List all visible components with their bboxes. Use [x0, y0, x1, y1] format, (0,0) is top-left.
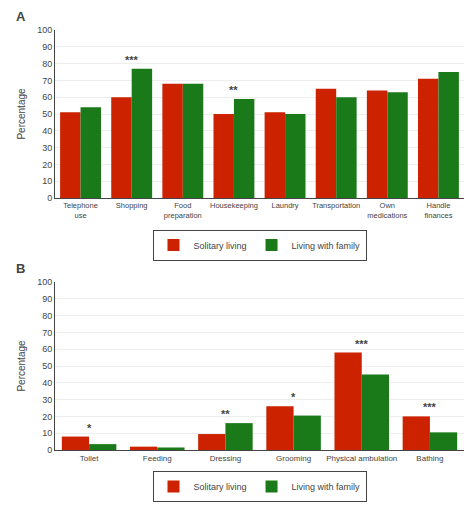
svg-text:Transportation: Transportation: [312, 201, 360, 210]
svg-text:*: *: [291, 391, 296, 403]
svg-text:Living with family: Living with family: [292, 241, 361, 251]
svg-text:*: *: [87, 422, 92, 434]
svg-text:Grooming: Grooming: [276, 454, 311, 463]
svg-text:Telephoneuse: Telephoneuse: [63, 201, 98, 220]
svg-text:***: ***: [125, 54, 139, 66]
svg-text:10: 10: [42, 428, 52, 438]
svg-text:A: A: [16, 9, 26, 24]
svg-text:Solitary living: Solitary living: [194, 482, 247, 492]
svg-text:20: 20: [42, 160, 52, 170]
svg-text:Laundry: Laundry: [272, 201, 299, 210]
svg-text:80: 80: [42, 59, 52, 69]
svg-text:0: 0: [47, 445, 52, 455]
svg-text:90: 90: [42, 294, 52, 304]
svg-text:100: 100: [37, 25, 52, 35]
svg-text:Percentage: Percentage: [16, 340, 27, 392]
svg-text:50: 50: [42, 109, 52, 119]
svg-text:Toilet: Toilet: [80, 454, 99, 463]
svg-text:40: 40: [42, 126, 52, 136]
svg-text:***: ***: [355, 338, 369, 350]
svg-text:70: 70: [42, 328, 52, 338]
svg-text:Foodpreparation: Foodpreparation: [164, 201, 202, 220]
svg-text:**: **: [221, 408, 230, 420]
svg-text:30: 30: [42, 143, 52, 153]
svg-text:Shopping: Shopping: [116, 201, 148, 210]
svg-text:**: **: [229, 84, 238, 96]
svg-text:60: 60: [42, 344, 52, 354]
svg-text:***: ***: [423, 401, 437, 413]
svg-text:Dressing: Dressing: [210, 454, 242, 463]
svg-text:Living with family: Living with family: [292, 482, 361, 492]
svg-text:20: 20: [42, 412, 52, 422]
svg-text:Solitary living: Solitary living: [194, 241, 247, 251]
svg-text:90: 90: [42, 42, 52, 52]
svg-text:Physical ambulation: Physical ambulation: [326, 454, 397, 463]
svg-text:100: 100: [37, 277, 52, 287]
svg-text:Housekeeping: Housekeeping: [210, 201, 258, 210]
svg-text:60: 60: [42, 92, 52, 102]
svg-text:10: 10: [42, 176, 52, 186]
svg-text:Percentage: Percentage: [16, 88, 27, 140]
svg-text:70: 70: [42, 76, 52, 86]
svg-text:80: 80: [42, 311, 52, 321]
svg-text:0: 0: [47, 193, 52, 203]
svg-text:50: 50: [42, 361, 52, 371]
svg-text:B: B: [16, 261, 25, 276]
svg-text:30: 30: [42, 395, 52, 405]
svg-text:Handlefinances: Handlefinances: [424, 201, 452, 220]
svg-text:Bathing: Bathing: [416, 454, 443, 463]
svg-text:Ownmedications: Ownmedications: [367, 201, 407, 220]
svg-text:Feeding: Feeding: [143, 454, 172, 463]
svg-text:40: 40: [42, 378, 52, 388]
